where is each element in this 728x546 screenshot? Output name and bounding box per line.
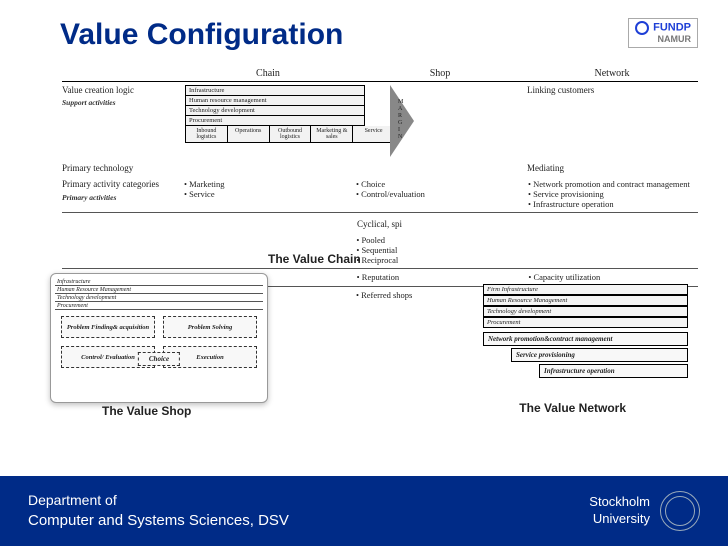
pooled-bullets: Pooled Sequential Reciprocal	[354, 235, 525, 265]
cell-network: Linking customers	[524, 85, 698, 95]
row-label-pa: Primary activity categories Primary acti…	[62, 179, 182, 202]
network-stagger: Network promotion&contract management Se…	[483, 332, 688, 378]
value-shop-overlay: Infrastructure Human Resource Management…	[50, 273, 268, 403]
margin-label: MARGIN	[398, 99, 403, 141]
row-value-creation: Value creation logic Support activities …	[62, 82, 698, 160]
page-title: Value Configuration	[60, 18, 343, 52]
col-network: Network	[526, 68, 698, 79]
logo-text-1: FUNDP	[653, 21, 691, 33]
row-primary-tech: Primary technology Mediating	[62, 160, 698, 176]
chain-diagram-cell: Infrastructure Human resource management…	[182, 85, 524, 157]
logo-text-2: NAMUR	[658, 34, 692, 44]
row-primary-activity: Primary activity categories Primary acti…	[62, 176, 698, 213]
university-crest-icon	[660, 491, 700, 531]
network-bullets: Network promotion and contract managemen…	[526, 179, 698, 209]
university-label: Stockholm University	[589, 491, 700, 531]
col-shop: Shop	[354, 68, 526, 79]
logo-ring-icon	[635, 21, 649, 35]
row-label: Value creation logic Support activities	[62, 85, 182, 108]
caption-chain: The Value Chain	[268, 252, 361, 266]
shop-support-rows: Infrastructure Human Resource Management…	[55, 278, 263, 310]
department-label: Department of Computer and Systems Scien…	[28, 491, 289, 532]
row-cyclical: Cyclical, spi	[62, 213, 698, 232]
footer-bar: Department of Computer and Systems Scien…	[0, 476, 728, 546]
chain-primary-cells: Inbound logistics Operations Outbound lo…	[185, 126, 395, 143]
column-headers: Chain Shop Network	[62, 68, 698, 82]
col-chain: Chain	[182, 68, 354, 79]
shop-box-ps: Problem Solving	[163, 316, 257, 338]
row-pooled: Pooled Sequential Reciprocal	[62, 232, 698, 269]
diagram-area: Chain Shop Network Value creation logic …	[62, 68, 698, 446]
header: Value Configuration FUNDP NAMUR	[0, 0, 728, 60]
value-network-overlay: Firm Infrastructure Human Resource Manag…	[483, 284, 688, 380]
fundp-logo: FUNDP NAMUR	[628, 18, 698, 48]
caption-network: The Value Network	[519, 401, 626, 415]
shop-box-pf: Problem Finding& acquisition	[61, 316, 155, 338]
shop-box-choice: Choice	[138, 352, 180, 366]
shop-bullets: Choice Control/evaluation	[354, 179, 526, 199]
chain-support-rows: Infrastructure Human resource management…	[185, 85, 365, 126]
porter-chain-diagram: Infrastructure Human resource management…	[185, 85, 521, 157]
chain-extra: Marketing Service	[182, 179, 354, 199]
caption-shop: The Value Shop	[102, 404, 191, 418]
